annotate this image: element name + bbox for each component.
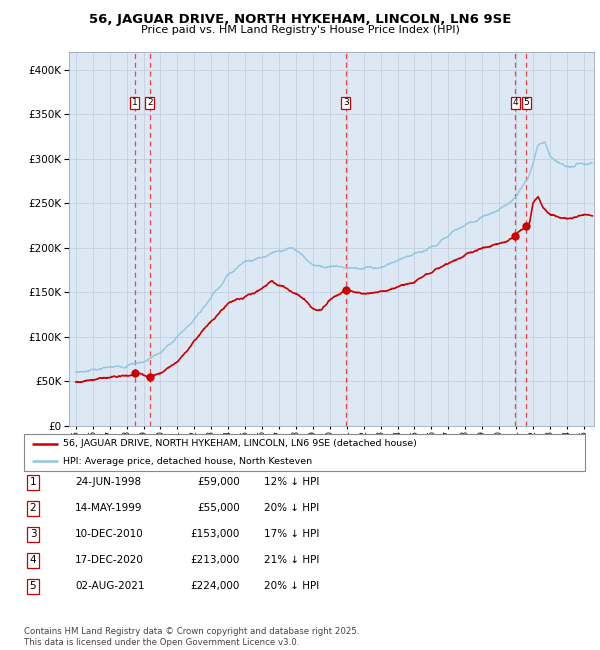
Text: £213,000: £213,000 [191,555,240,566]
Text: 12% ↓ HPI: 12% ↓ HPI [264,477,319,488]
Text: 3: 3 [343,98,349,107]
Text: 2: 2 [147,98,152,107]
Text: Contains HM Land Registry data © Crown copyright and database right 2025.
This d: Contains HM Land Registry data © Crown c… [24,627,359,647]
Text: 1: 1 [132,98,137,107]
Text: 17-DEC-2020: 17-DEC-2020 [75,555,144,566]
Text: 24-JUN-1998: 24-JUN-1998 [75,477,141,488]
Text: £153,000: £153,000 [191,529,240,539]
Text: Price paid vs. HM Land Registry's House Price Index (HPI): Price paid vs. HM Land Registry's House … [140,25,460,34]
Text: 4: 4 [512,98,518,107]
Text: 02-AUG-2021: 02-AUG-2021 [75,581,145,592]
Text: 56, JAGUAR DRIVE, NORTH HYKEHAM, LINCOLN, LN6 9SE: 56, JAGUAR DRIVE, NORTH HYKEHAM, LINCOLN… [89,13,511,26]
Text: 20% ↓ HPI: 20% ↓ HPI [264,503,319,514]
Text: 10-DEC-2010: 10-DEC-2010 [75,529,144,539]
Text: £55,000: £55,000 [197,503,240,514]
Text: £224,000: £224,000 [191,581,240,592]
Text: 4: 4 [29,555,37,566]
Text: 17% ↓ HPI: 17% ↓ HPI [264,529,319,539]
Text: £59,000: £59,000 [197,477,240,488]
Text: 5: 5 [29,581,37,592]
Text: 21% ↓ HPI: 21% ↓ HPI [264,555,319,566]
Text: 2: 2 [29,503,37,514]
Text: 1: 1 [29,477,37,488]
Text: 3: 3 [29,529,37,539]
Text: HPI: Average price, detached house, North Kesteven: HPI: Average price, detached house, Nort… [63,456,313,465]
Text: 20% ↓ HPI: 20% ↓ HPI [264,581,319,592]
Text: 14-MAY-1999: 14-MAY-1999 [75,503,143,514]
Text: 5: 5 [523,98,529,107]
Text: 56, JAGUAR DRIVE, NORTH HYKEHAM, LINCOLN, LN6 9SE (detached house): 56, JAGUAR DRIVE, NORTH HYKEHAM, LINCOLN… [63,439,417,448]
